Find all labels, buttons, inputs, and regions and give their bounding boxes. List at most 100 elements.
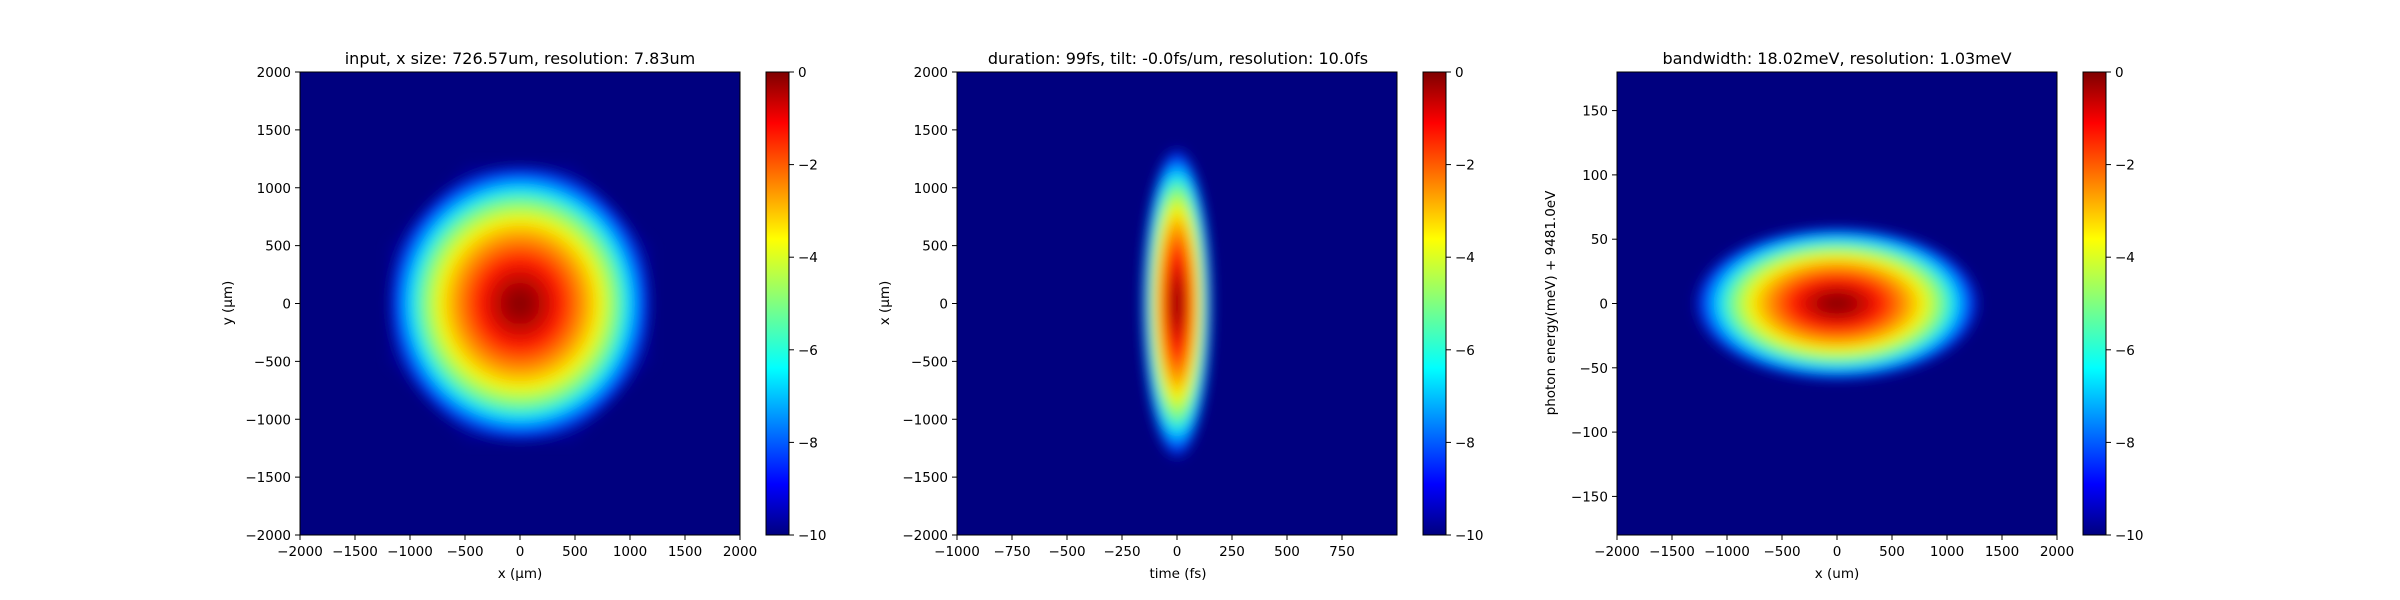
y-tick-label: 0 xyxy=(1599,297,1608,313)
panel-duration: duration: 99fs, tilt: -0.0fs/um, resolut… xyxy=(877,49,1484,582)
intensity-blob-shape xyxy=(1141,147,1213,460)
x-tick-label: 750 xyxy=(1329,544,1355,560)
x-tick-label: 1000 xyxy=(1930,544,1964,560)
y-tick-label: 1500 xyxy=(257,123,291,139)
colorbar-tick-label: 0 xyxy=(2115,65,2124,81)
y-tick-label: −1000 xyxy=(902,412,948,428)
x-tick-label: −1000 xyxy=(387,544,433,560)
y-axis-label: photon energy(meV) + 9481.0eV xyxy=(1543,190,1559,415)
y-tick-label: −1000 xyxy=(245,412,291,428)
x-tick-label: −1500 xyxy=(1649,544,1695,560)
colorbar-tick-label: −6 xyxy=(798,343,818,359)
y-tick-label: 1000 xyxy=(914,181,948,197)
intensity-blob-shape xyxy=(387,164,653,443)
colorbar-tick-label: −4 xyxy=(2115,250,2135,266)
x-tick-label: 500 xyxy=(1879,544,1905,560)
y-tick-label: 1500 xyxy=(914,123,948,139)
x-axis-ticks: −1000 −750 −500 −250 0 250 500 750 xyxy=(934,535,1355,560)
x-axis-label: x (μm) xyxy=(498,566,543,582)
y-tick-label: 2000 xyxy=(257,65,291,81)
colorbar-tick-label: −6 xyxy=(2115,343,2135,359)
x-tick-label: 500 xyxy=(1274,544,1300,560)
y-axis-ticks: 2000 1500 1000 500 0 −500 −1000 −1500 −2000 xyxy=(902,65,957,544)
colorbar-tick-label: −10 xyxy=(1455,528,1484,544)
x-tick-label: −500 xyxy=(446,544,483,560)
y-tick-label: −500 xyxy=(911,354,948,370)
colorbar-tick-label: −10 xyxy=(798,528,827,544)
x-tick-label: −2000 xyxy=(277,544,323,560)
colorbar-ticks: 0 −2 −4 −6 −8 −10 xyxy=(1446,65,1484,544)
x-tick-label: −1000 xyxy=(934,544,980,560)
colorbar xyxy=(765,71,790,536)
x-tick-label: −1500 xyxy=(332,544,378,560)
y-tick-label: −500 xyxy=(254,354,291,370)
y-axis-label: x (μm) xyxy=(877,281,893,326)
y-tick-label: 0 xyxy=(282,297,291,313)
x-tick-label: 1500 xyxy=(668,544,702,560)
y-axis-label: y (μm) xyxy=(220,281,236,326)
colorbar-tick-label: −8 xyxy=(2115,435,2135,451)
colorbar xyxy=(2082,71,2107,536)
panel-duration-title: duration: 99fs, tilt: -0.0fs/um, resolut… xyxy=(988,49,1368,68)
y-tick-label: 150 xyxy=(1582,104,1608,120)
x-tick-label: −500 xyxy=(1763,544,1800,560)
intensity-blob xyxy=(1694,226,1980,381)
y-tick-label: 1000 xyxy=(257,181,291,197)
panel-bandwidth: bandwidth: 18.02meV, resolution: 1.03meV… xyxy=(1543,49,2144,582)
colorbar-tick-label: −8 xyxy=(1455,435,1475,451)
colorbar-tick-label: 0 xyxy=(798,65,807,81)
x-tick-label: 0 xyxy=(516,544,525,560)
colorbar-tick-label: −2 xyxy=(2115,158,2135,174)
y-tick-label: 0 xyxy=(939,297,948,313)
x-tick-label: 500 xyxy=(562,544,588,560)
colorbar-tick-label: −6 xyxy=(1455,343,1475,359)
y-tick-label: 500 xyxy=(922,239,948,255)
y-tick-label: −150 xyxy=(1571,489,1608,505)
x-tick-label: 0 xyxy=(1173,544,1182,560)
y-tick-label: −2000 xyxy=(902,528,948,544)
intensity-blob xyxy=(1141,147,1213,460)
y-tick-label: −2000 xyxy=(245,528,291,544)
y-tick-label: −100 xyxy=(1571,425,1608,441)
y-tick-label: −1500 xyxy=(902,470,948,486)
colorbar-tick-label: −4 xyxy=(798,250,818,266)
colorbar-tick-label: 0 xyxy=(1455,65,1464,81)
intensity-blob-shape xyxy=(1694,226,1980,381)
colorbar-tick-label: −4 xyxy=(1455,250,1475,266)
x-tick-label: −750 xyxy=(993,544,1030,560)
x-axis-label: x (um) xyxy=(1815,566,1860,582)
y-tick-label: 2000 xyxy=(914,65,948,81)
x-tick-label: 2000 xyxy=(2040,544,2074,560)
x-tick-label: −2000 xyxy=(1594,544,1640,560)
colorbar xyxy=(1422,71,1447,536)
x-tick-label: 1500 xyxy=(1985,544,2019,560)
x-tick-label: −1000 xyxy=(1704,544,1750,560)
panel-bandwidth-title: bandwidth: 18.02meV, resolution: 1.03meV xyxy=(1662,49,2011,68)
x-axis-label: time (fs) xyxy=(1149,566,1206,582)
x-axis-ticks: −2000 −1500 −1000 −500 0 500 1000 1500 2000 xyxy=(1594,535,2074,560)
intensity-blob xyxy=(387,164,653,443)
y-tick-label: 500 xyxy=(265,239,291,255)
colorbar-ticks: 0 −2 −4 −6 −8 −10 xyxy=(2106,65,2144,544)
x-tick-label: 0 xyxy=(1833,544,1842,560)
y-tick-label: −1500 xyxy=(245,470,291,486)
x-tick-label: 1000 xyxy=(613,544,647,560)
colorbar-tick-label: −2 xyxy=(798,158,818,174)
y-axis-ticks: 150 100 50 0 −50 −100 −150 xyxy=(1571,104,1617,505)
panel-input-title: input, x size: 726.57um, resolution: 7.8… xyxy=(345,49,696,68)
y-tick-label: 100 xyxy=(1582,168,1608,184)
y-axis-ticks: 2000 1500 1000 500 0 −500 −1000 −1500 −2000 xyxy=(245,65,300,544)
colorbar-tick-label: −10 xyxy=(2115,528,2144,544)
x-tick-label: 250 xyxy=(1219,544,1245,560)
x-tick-label: −250 xyxy=(1103,544,1140,560)
y-tick-label: −50 xyxy=(1580,361,1609,377)
colorbar-ticks: 0 −2 −4 −6 −8 −10 xyxy=(789,65,827,544)
y-tick-label: 50 xyxy=(1591,232,1608,248)
x-tick-label: 2000 xyxy=(723,544,757,560)
panel-input: input, x size: 726.57um, resolution: 7.8… xyxy=(220,49,827,582)
x-axis-ticks: −2000 −1500 −1000 −500 0 500 1000 1500 2000 xyxy=(277,535,757,560)
colorbar-tick-label: −2 xyxy=(1455,158,1475,174)
colorbar-tick-label: −8 xyxy=(798,435,818,451)
x-tick-label: −500 xyxy=(1048,544,1085,560)
